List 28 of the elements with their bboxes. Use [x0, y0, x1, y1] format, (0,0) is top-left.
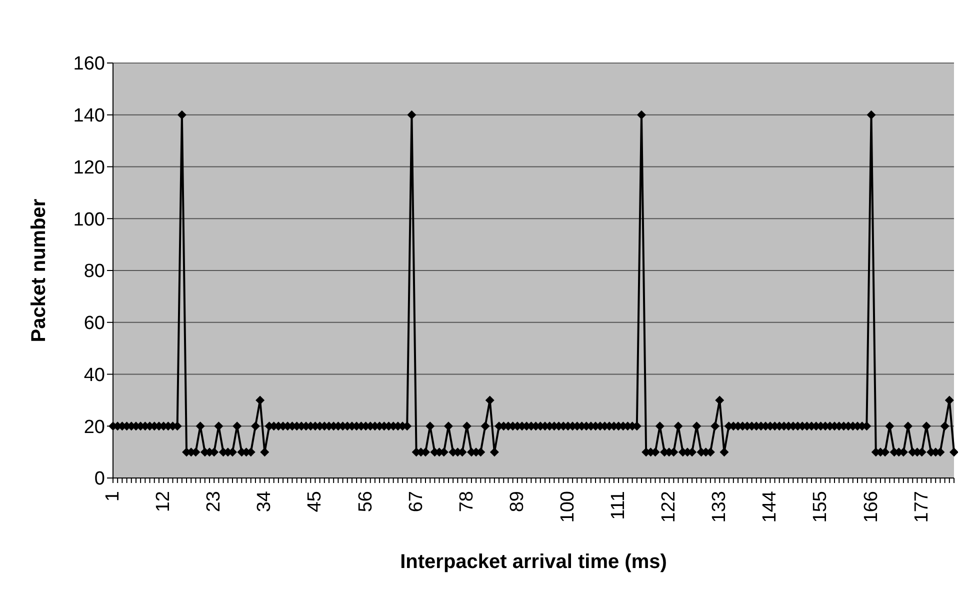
x-tick-label: 177	[911, 491, 932, 523]
x-tick-label: 78	[456, 491, 478, 512]
x-tick-label: 144	[760, 490, 781, 523]
x-tick-label: 1	[102, 491, 124, 502]
x-tick-label: 67	[406, 491, 427, 512]
y-tick-label: 120	[73, 157, 105, 178]
x-tick-label: 166	[860, 491, 882, 523]
x-tick-label: 23	[204, 491, 225, 512]
x-tick-label: 34	[254, 490, 276, 512]
x-tick-label: 45	[304, 491, 326, 512]
x-tick-label: 155	[810, 491, 832, 523]
x-tick-label: 133	[709, 491, 730, 523]
y-axis-title: Packet number	[28, 198, 50, 342]
x-tick-label: 100	[557, 491, 578, 523]
y-tick-label: 20	[84, 416, 105, 438]
y-tick-label: 40	[84, 364, 105, 386]
y-tick-label: 100	[73, 209, 105, 230]
x-tick-label: 56	[355, 491, 376, 512]
y-tick-label: 80	[84, 261, 105, 282]
x-tick-label: 89	[506, 491, 528, 512]
y-tick-label: 60	[84, 313, 105, 334]
y-tick-label: 140	[73, 106, 105, 127]
y-tick-label: 0	[94, 468, 105, 490]
y-tick-label: 160	[73, 54, 105, 75]
x-tick-label: 12	[153, 491, 174, 512]
x-tick-label: 122	[658, 491, 680, 523]
x-axis-title: Interpacket arrival time (ms)	[400, 551, 667, 573]
x-tick-label: 111	[608, 491, 630, 520]
